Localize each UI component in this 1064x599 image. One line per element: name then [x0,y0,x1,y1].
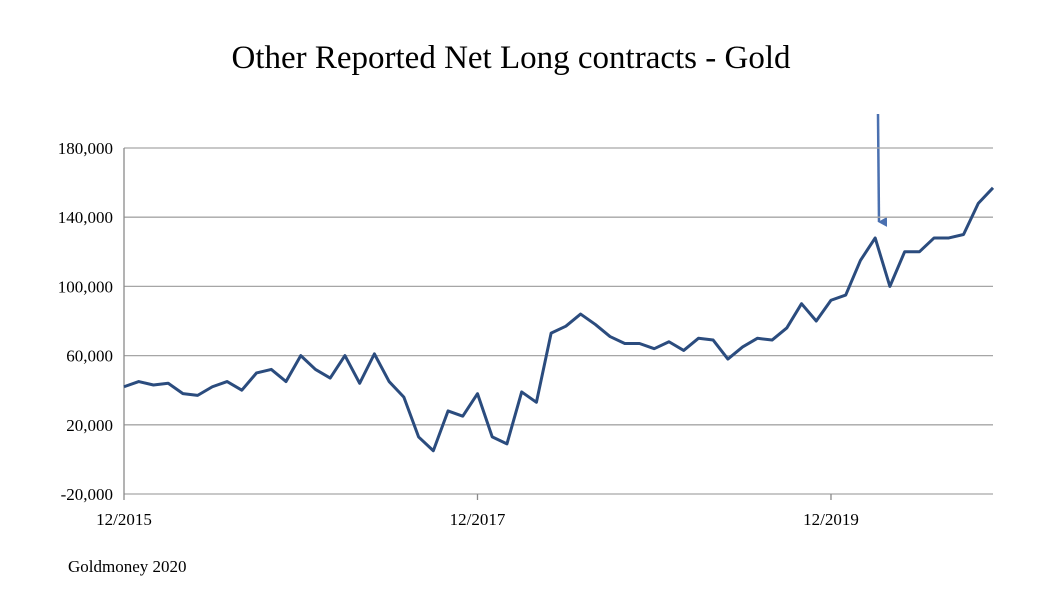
y-tick-label: -20,000 [61,485,113,504]
x-tick-label: 12/2017 [450,510,506,529]
chart-title: Other Reported Net Long contracts - Gold [231,40,791,76]
y-tick-label: 60,000 [66,347,113,366]
data-line [123,186,995,453]
source: Goldmoney 2020 [68,557,187,576]
y-tick-label: 180,000 [58,139,113,158]
x-tick-label: 12/2015 [96,510,152,529]
x-tick-label: 12/2019 [803,510,859,529]
annotation-arrow [876,113,888,227]
y-tick-label: 140,000 [58,208,113,227]
y-tick-label: 20,000 [66,416,113,435]
y-tick-label: 100,000 [58,277,113,296]
